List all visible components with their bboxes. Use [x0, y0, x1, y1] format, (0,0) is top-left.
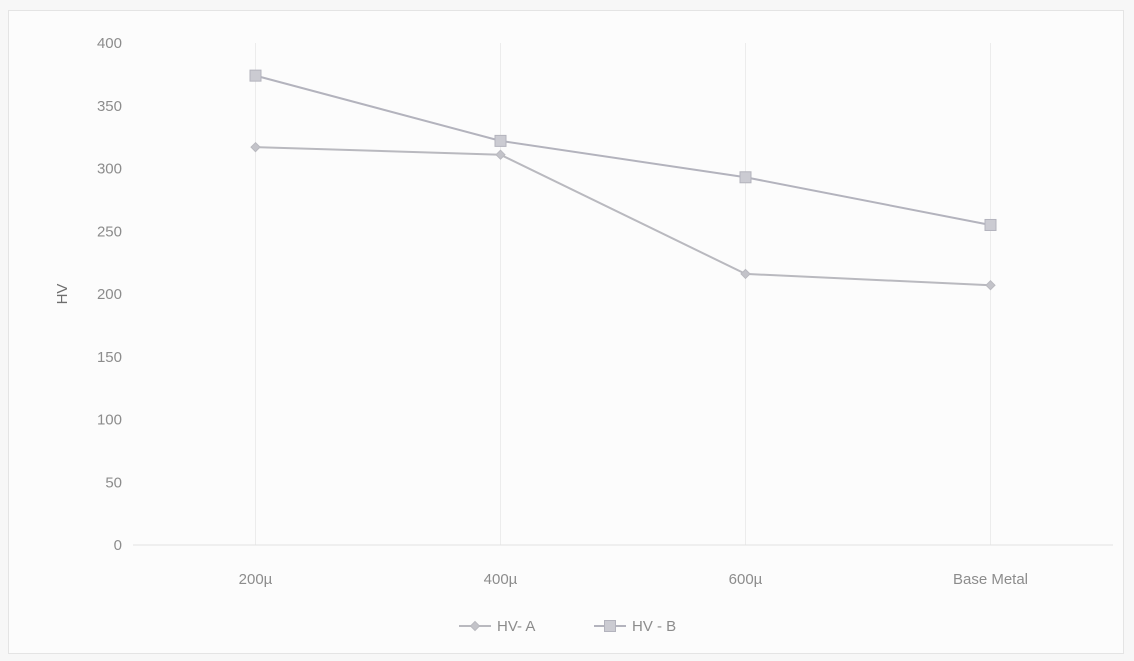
x-tick-label: 200µ [239, 571, 273, 588]
legend-marker [604, 620, 616, 632]
y-tick-label: 400 [97, 35, 122, 52]
data-point [494, 134, 507, 147]
series-hv-b [249, 69, 997, 231]
line-chart: 0 50 100 150 200 250 300 350 400 200µ 400µ 600µ Bas… [54, 35, 1113, 635]
series-layer [249, 69, 997, 291]
chart-frame: 0 50 100 150 200 250 300 350 400 200µ 400µ 600µ Bas… [8, 10, 1124, 654]
legend-item-hv-a: HV- A [459, 618, 535, 635]
series-line [255, 74, 991, 226]
y-tick-label: 300 [97, 161, 122, 178]
x-tick-label: Base Metal [953, 571, 1028, 588]
data-point [249, 69, 262, 82]
series-hv-a [250, 141, 996, 291]
legend-item-hv-b: HV - B [594, 618, 676, 635]
y-tick-label: 250 [97, 223, 122, 240]
y-axis-title: HV [54, 284, 71, 305]
y-axis: 0 50 100 150 200 250 300 350 400 [97, 35, 122, 554]
y-tick-label: 350 [97, 98, 122, 115]
legend: HV- A HV - B [459, 618, 676, 635]
y-tick-label: 50 [105, 474, 122, 491]
y-tick-label: 0 [114, 537, 122, 554]
data-point [985, 280, 996, 291]
data-point [250, 141, 261, 153]
y-tick-label: 200 [97, 286, 122, 303]
data-point [739, 171, 752, 184]
data-point [495, 149, 506, 160]
legend-label: HV- A [497, 618, 535, 635]
legend-marker [469, 620, 481, 632]
x-axis: 200µ 400µ 600µ Base Metal [133, 544, 1113, 588]
x-tick-label: 600µ [729, 571, 763, 588]
series-line [255, 146, 991, 287]
x-tick-label: 400µ [484, 571, 518, 588]
legend-label: HV - B [632, 618, 676, 635]
y-tick-label: 150 [97, 349, 122, 366]
data-point [984, 218, 997, 231]
y-tick-label: 100 [97, 412, 122, 429]
data-point [740, 268, 751, 280]
gridlines [255, 43, 991, 545]
